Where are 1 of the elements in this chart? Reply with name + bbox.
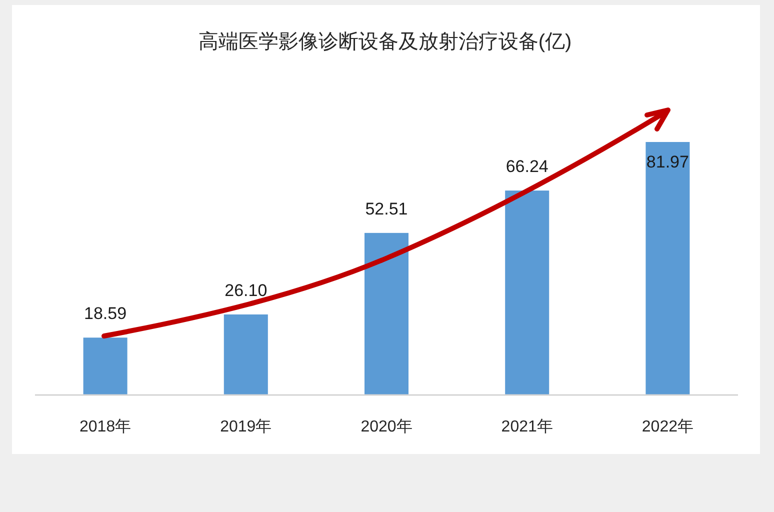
title: 高端医学影像诊断设备及放射治疗设备(亿) — [198, 31, 572, 53]
